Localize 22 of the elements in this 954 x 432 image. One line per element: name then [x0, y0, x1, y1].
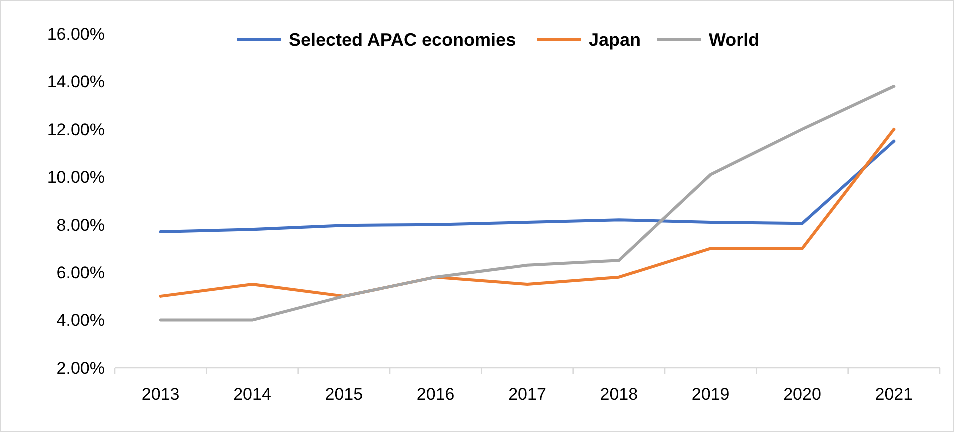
x-tick-label: 2016	[416, 385, 455, 404]
x-tick-label: 2014	[234, 385, 272, 404]
y-tick-label: 12.00%	[47, 120, 105, 140]
x-tick-label: 2020	[784, 385, 822, 404]
line-series	[159, 140, 896, 234]
x-tick-label: 2018	[600, 385, 638, 404]
y-tick-label: 16.00%	[47, 24, 105, 44]
y-tick-label: 14.00%	[47, 72, 105, 92]
legend-label: World	[709, 30, 760, 50]
legend-label: Japan	[589, 30, 642, 50]
x-tick-label: 2015	[325, 385, 364, 404]
y-tick-label: 10.00%	[47, 168, 105, 188]
line-series	[159, 84, 896, 322]
x-tick-label: 2017	[508, 385, 546, 404]
y-tick-label: 2.00%	[56, 358, 105, 378]
x-tick-label: 2013	[142, 385, 180, 404]
y-tick-label: 8.00%	[56, 216, 105, 235]
y-tick-label: 6.00%	[56, 264, 105, 283]
x-tick-label: 2021	[875, 385, 914, 404]
x-tick-label: 2019	[692, 385, 730, 404]
y-tick-label: 4.00%	[56, 311, 105, 330]
legend-label: Selected APAC economies	[289, 30, 516, 50]
